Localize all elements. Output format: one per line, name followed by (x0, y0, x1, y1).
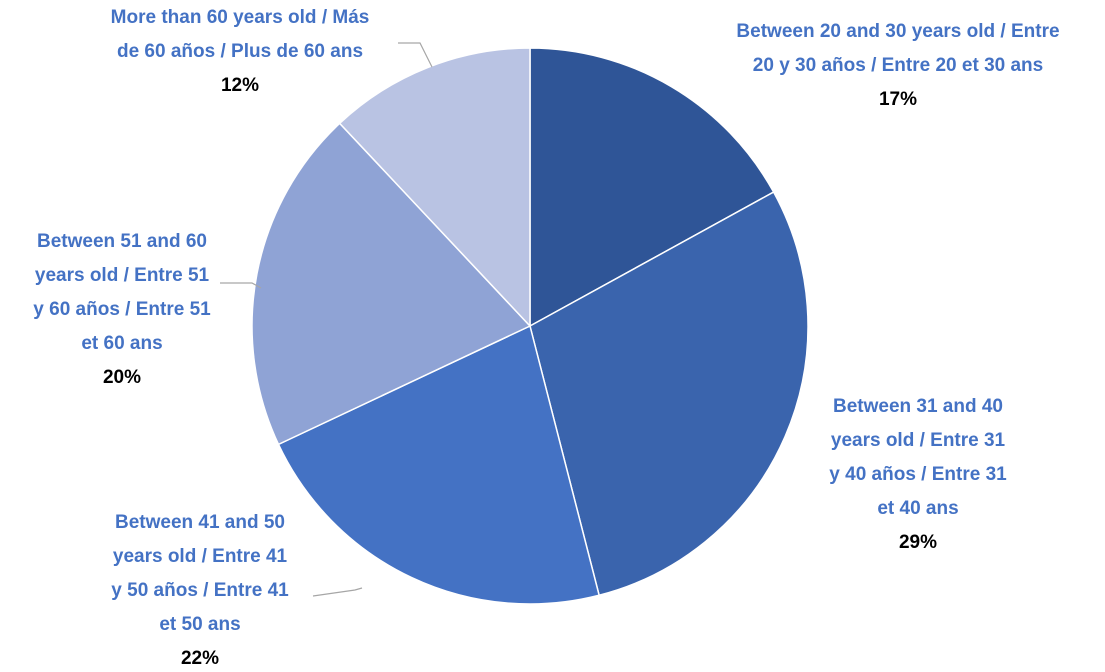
slice-category-label-line: et 50 ans (159, 614, 240, 635)
slice-category-label-line: et 60 ans (81, 333, 162, 354)
slice-category-label-line: y 60 años / Entre 51 (33, 299, 211, 320)
slice-category-label: More than 60 years old / Más de 60 años /… (111, 7, 370, 62)
slice-category-label-line: Between 51 and 60 (37, 231, 207, 252)
slice-value-label: 22% (181, 648, 219, 669)
slice-value-label: 29% (899, 532, 937, 553)
slice-category-label-line: et 40 ans (877, 498, 958, 519)
slice-category-label-line: Between 41 and 50 (115, 512, 285, 533)
slice-category-label: Between 51 and 60 years old / Entre 51 y 6… (33, 231, 211, 354)
slice-category-label-line: Between 20 and 30 years old / Entre (736, 21, 1059, 42)
pie-slice (277, 324, 601, 605)
slice-category-label-line: years old / Entre 51 (35, 265, 210, 286)
slice-category-label: Between 20 and 30 years old / Entre 20 y … (736, 21, 1059, 76)
slice-category-label-line: y 40 años / Entre 31 (829, 464, 1007, 485)
slice-category-label: Between 31 and 40 years old / Entre 31 y 4… (829, 396, 1007, 519)
slice-category-label: Between 41 and 50 years old / Entre 41 y 5… (111, 512, 289, 635)
leader-lines (220, 42, 433, 597)
slice-category-label-line: y 50 años / Entre 41 (111, 580, 289, 601)
pie-slice (338, 47, 531, 328)
leader-line (398, 42, 433, 68)
pie-slices (251, 47, 809, 605)
slice-category-label-line: de 60 años / Plus de 60 ans (117, 41, 363, 62)
pie-slice (529, 47, 775, 328)
slice-category-label-line: Between 31 and 40 (833, 396, 1003, 417)
slice-value-label: 12% (221, 75, 259, 96)
slice-category-label-line: years old / Entre 41 (113, 546, 288, 567)
slice-category-label-line: More than 60 years old / Más (111, 7, 370, 28)
slice-value-label: 20% (103, 367, 141, 388)
pie-slice (251, 122, 532, 446)
slice-labels: Between 20 and 30 years old / Entre 20 y … (33, 7, 1059, 669)
slice-category-label-line: 20 y 30 años / Entre 20 et 30 ans (753, 55, 1043, 76)
slice-category-label-line: years old / Entre 31 (831, 430, 1006, 451)
leader-line (220, 282, 262, 289)
slice-value-label: 17% (879, 89, 917, 110)
leader-line (312, 587, 363, 597)
pie-slice (529, 191, 809, 597)
